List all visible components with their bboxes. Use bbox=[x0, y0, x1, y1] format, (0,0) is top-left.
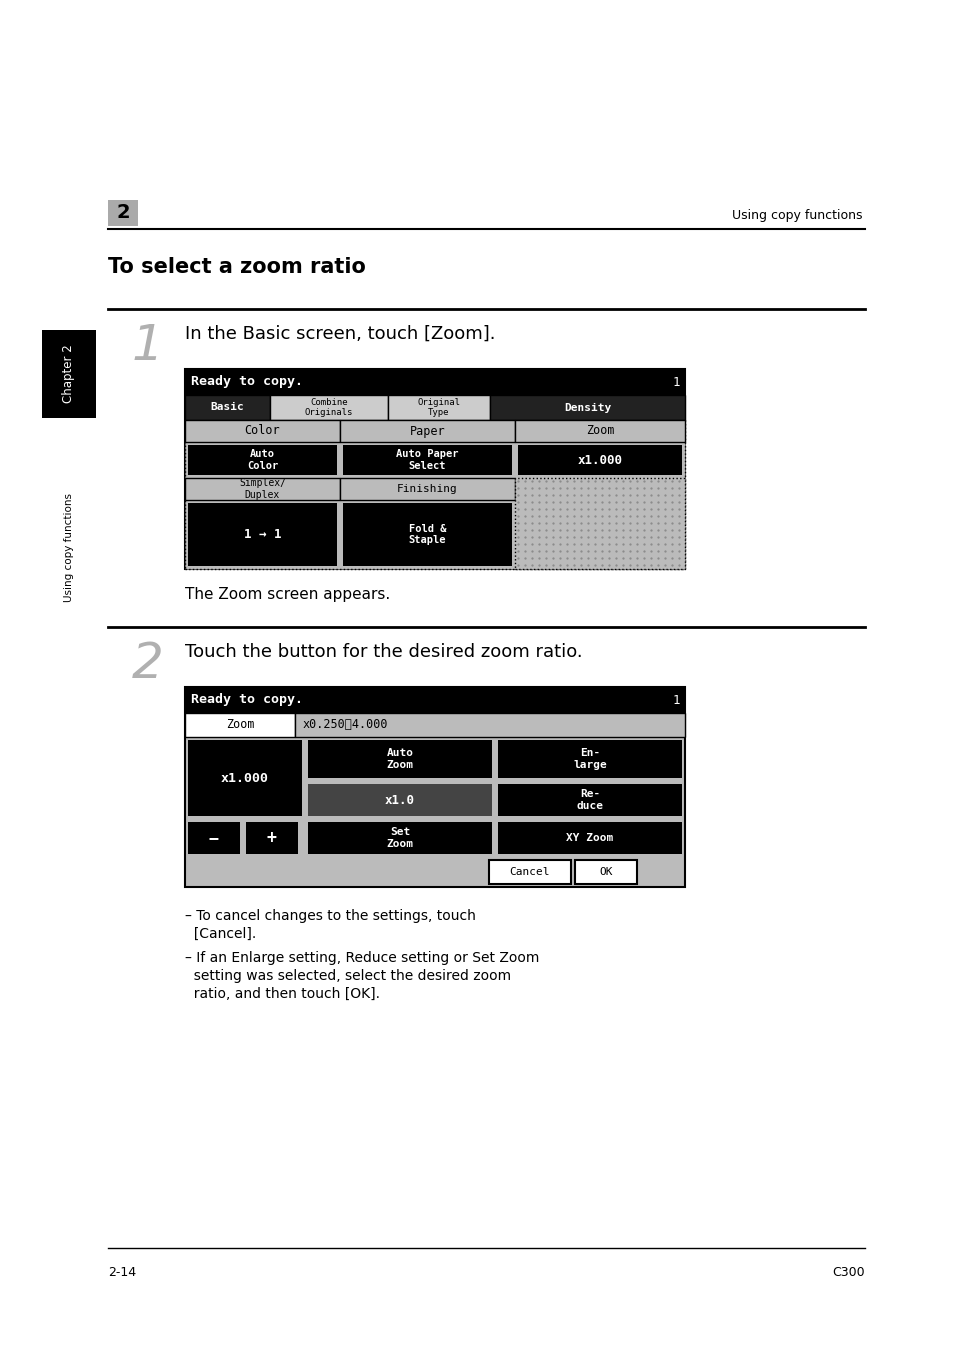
FancyBboxPatch shape bbox=[517, 446, 681, 475]
FancyBboxPatch shape bbox=[185, 687, 684, 713]
Text: −: − bbox=[209, 829, 219, 846]
Text: Ready to copy.: Ready to copy. bbox=[191, 375, 303, 389]
Text: Chapter 2: Chapter 2 bbox=[63, 344, 75, 404]
FancyBboxPatch shape bbox=[515, 478, 684, 568]
Text: Using copy functions: Using copy functions bbox=[732, 208, 862, 221]
Text: Ready to copy.: Ready to copy. bbox=[191, 694, 303, 706]
Text: setting was selected, select the desired zoom: setting was selected, select the desired… bbox=[185, 969, 511, 983]
FancyBboxPatch shape bbox=[185, 687, 684, 887]
FancyBboxPatch shape bbox=[185, 420, 684, 568]
Text: ratio, and then touch [OK].: ratio, and then touch [OK]. bbox=[185, 987, 379, 1000]
Text: Auto Paper
Select: Auto Paper Select bbox=[395, 450, 458, 471]
FancyBboxPatch shape bbox=[490, 396, 684, 420]
FancyBboxPatch shape bbox=[308, 822, 492, 855]
FancyBboxPatch shape bbox=[308, 784, 492, 815]
FancyBboxPatch shape bbox=[343, 504, 512, 566]
FancyBboxPatch shape bbox=[185, 369, 684, 396]
FancyBboxPatch shape bbox=[575, 860, 637, 884]
Text: 1: 1 bbox=[672, 375, 679, 389]
FancyBboxPatch shape bbox=[188, 740, 302, 815]
Text: Density: Density bbox=[563, 402, 611, 413]
FancyBboxPatch shape bbox=[497, 822, 681, 855]
Text: – To cancel changes to the settings, touch: – To cancel changes to the settings, tou… bbox=[185, 909, 476, 923]
Text: x0.250ȣ4.000: x0.250ȣ4.000 bbox=[303, 718, 388, 732]
Text: 1: 1 bbox=[132, 323, 164, 370]
Text: XY Zoom: XY Zoom bbox=[566, 833, 613, 842]
Text: Finishing: Finishing bbox=[396, 485, 457, 494]
Text: [Cancel].: [Cancel]. bbox=[185, 927, 256, 941]
FancyBboxPatch shape bbox=[188, 822, 240, 855]
Text: C300: C300 bbox=[832, 1266, 864, 1278]
Text: Color: Color bbox=[244, 424, 280, 437]
FancyBboxPatch shape bbox=[497, 784, 681, 815]
FancyBboxPatch shape bbox=[294, 713, 684, 737]
FancyBboxPatch shape bbox=[42, 329, 96, 418]
FancyBboxPatch shape bbox=[388, 396, 490, 420]
Text: 2-14: 2-14 bbox=[108, 1266, 136, 1278]
FancyBboxPatch shape bbox=[339, 478, 515, 500]
Text: Re-
duce: Re- duce bbox=[576, 790, 603, 811]
Text: Fold &
Staple: Fold & Staple bbox=[408, 524, 446, 545]
Text: Paper: Paper bbox=[409, 424, 445, 437]
Text: Using copy functions: Using copy functions bbox=[64, 494, 74, 602]
Text: Zoom: Zoom bbox=[585, 424, 614, 437]
FancyBboxPatch shape bbox=[308, 740, 492, 778]
Text: Zoom: Zoom bbox=[226, 718, 254, 732]
FancyBboxPatch shape bbox=[270, 396, 388, 420]
FancyBboxPatch shape bbox=[188, 504, 336, 566]
FancyBboxPatch shape bbox=[497, 740, 681, 778]
FancyBboxPatch shape bbox=[185, 713, 294, 737]
FancyBboxPatch shape bbox=[343, 446, 512, 475]
Text: Touch the button for the desired zoom ratio.: Touch the button for the desired zoom ra… bbox=[185, 643, 582, 662]
Text: Basic: Basic bbox=[211, 402, 244, 413]
Text: The Zoom screen appears.: The Zoom screen appears. bbox=[185, 587, 390, 602]
Text: 2: 2 bbox=[116, 204, 130, 223]
Text: – If an Enlarge setting, Reduce setting or Set Zoom: – If an Enlarge setting, Reduce setting … bbox=[185, 950, 538, 965]
Text: OK: OK bbox=[598, 867, 612, 878]
FancyBboxPatch shape bbox=[108, 200, 138, 225]
Text: Simplex/
Duplex: Simplex/ Duplex bbox=[239, 478, 286, 500]
Text: Combine
Originals: Combine Originals bbox=[305, 398, 353, 417]
FancyBboxPatch shape bbox=[515, 420, 684, 441]
Text: Cancel: Cancel bbox=[509, 867, 550, 878]
Text: En-
large: En- large bbox=[573, 748, 606, 770]
Text: Set
Zoom: Set Zoom bbox=[386, 828, 413, 849]
Text: 1: 1 bbox=[672, 694, 679, 706]
FancyBboxPatch shape bbox=[489, 860, 571, 884]
Text: Auto
Zoom: Auto Zoom bbox=[386, 748, 413, 770]
FancyBboxPatch shape bbox=[188, 446, 336, 475]
FancyBboxPatch shape bbox=[185, 420, 339, 441]
Text: In the Basic screen, touch [Zoom].: In the Basic screen, touch [Zoom]. bbox=[185, 325, 495, 343]
Text: x1.0: x1.0 bbox=[385, 794, 415, 806]
Text: x1.000: x1.000 bbox=[221, 771, 269, 784]
Text: Original
Type: Original Type bbox=[417, 398, 460, 417]
Text: To select a zoom ratio: To select a zoom ratio bbox=[108, 256, 366, 277]
FancyBboxPatch shape bbox=[185, 369, 684, 568]
FancyBboxPatch shape bbox=[246, 822, 297, 855]
Text: Auto
Color: Auto Color bbox=[247, 450, 278, 471]
Text: x1.000: x1.000 bbox=[577, 454, 622, 467]
FancyBboxPatch shape bbox=[185, 396, 270, 420]
Text: +: + bbox=[267, 829, 276, 846]
FancyBboxPatch shape bbox=[185, 478, 339, 500]
FancyBboxPatch shape bbox=[339, 420, 515, 441]
Text: 1 → 1: 1 → 1 bbox=[244, 528, 281, 541]
Text: 2: 2 bbox=[132, 640, 164, 688]
